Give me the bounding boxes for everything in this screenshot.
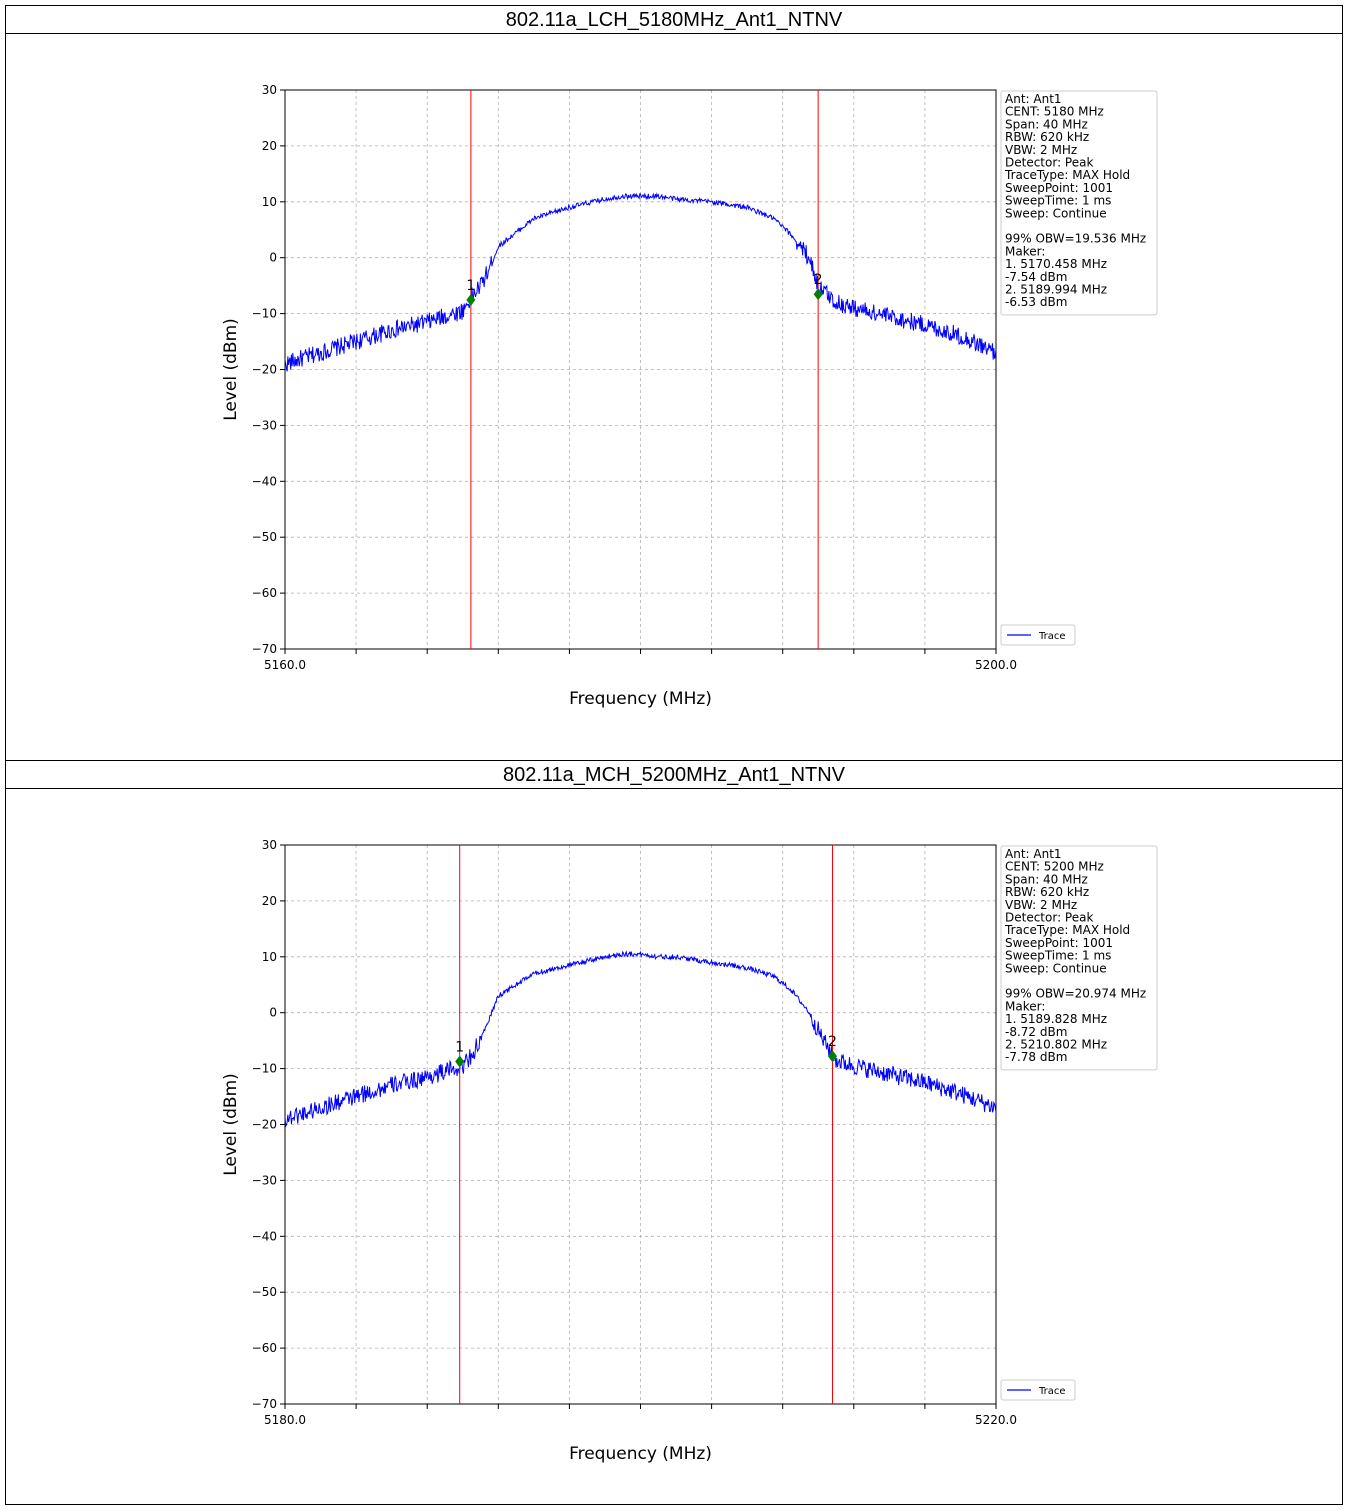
y-tick-label: −40	[252, 1229, 277, 1243]
panel-divider	[6, 760, 1342, 761]
info-line: VBW: 2 MHz	[1005, 143, 1077, 157]
info-line: SweepPoint: 1001	[1005, 936, 1113, 950]
y-tick-label: −60	[252, 586, 277, 600]
trace-line	[284, 192, 997, 372]
info-line: Maker:	[1005, 244, 1045, 258]
trace-line	[284, 950, 997, 1128]
x-tick-label: 5200.0	[975, 658, 1017, 672]
info-line: SweepTime: 1 ms	[1005, 949, 1111, 963]
info-line: 99% OBW=19.536 MHz	[1005, 232, 1146, 246]
grid-lines	[285, 90, 996, 649]
info-line: -7.54 dBm	[1005, 270, 1067, 284]
y-tick-label: −30	[252, 418, 277, 432]
y-tick-label: −70	[252, 1397, 277, 1411]
spectrum-chart-lch: 30 20 10 0 −10 −20 −30 −40 −50 −60 −70 5160.0 5200.0…	[221, 83, 1158, 709]
y-tick-label: 30	[262, 83, 277, 97]
info-line: Sweep: Continue	[1005, 961, 1107, 975]
x-tick-label: 5220.0	[975, 1413, 1017, 1427]
info-line: SweepPoint: 1001	[1005, 181, 1113, 195]
y-tick-label: −60	[252, 1341, 277, 1355]
marker-label: 1	[455, 1039, 464, 1055]
y-tick-label: −20	[252, 1118, 277, 1132]
legend-box	[1000, 624, 1076, 646]
marker-label: 2	[828, 1034, 837, 1050]
grid-lines	[285, 845, 996, 1404]
measurement-info-box	[1000, 90, 1158, 316]
panel-title-mch: 802.11a_MCH_5200MHz_Ant1_NTNV	[6, 761, 1342, 789]
y-tick-label: 10	[262, 950, 277, 964]
info-line: Sweep: Continue	[1005, 206, 1107, 220]
info-line: Detector: Peak	[1005, 911, 1093, 925]
info-line: TraceType: MAX Hold	[1004, 168, 1130, 182]
x-axis-label: Frequency (MHz)	[569, 1444, 712, 1464]
info-line: 1. 5189.828 MHz	[1005, 1012, 1107, 1026]
y-tick-label: −70	[252, 642, 277, 656]
info-line: Maker:	[1005, 999, 1045, 1013]
y-tick-label: −20	[252, 363, 277, 377]
y-tick-label: 0	[269, 1006, 277, 1020]
y-tick-label: 20	[262, 139, 277, 153]
marker-diamond	[466, 293, 476, 306]
info-line: -8.72 dBm	[1005, 1025, 1067, 1039]
y-tick-label: 0	[269, 251, 277, 265]
legend-label: Trace	[1038, 631, 1066, 642]
chart-panel-lch: 30 20 10 0 −10 −20 −30 −40 −50 −60 −70 5160.0 5200.0…	[6, 34, 1342, 760]
info-line: Span: 40 MHz	[1005, 872, 1088, 886]
marker-diamond	[813, 288, 823, 301]
y-tick-label: −40	[252, 474, 277, 488]
info-line: Ant: Ant1	[1005, 92, 1062, 106]
y-tick-label: −10	[252, 307, 277, 321]
y-tick-label: 10	[262, 195, 277, 209]
spectrum-chart-mch: 30 20 10 0 −10 −20 −30 −40 −50 −60 −70 5180.0 5220.0…	[221, 838, 1158, 1464]
info-line: CENT: 5180 MHz	[1005, 105, 1104, 119]
info-line: RBW: 620 kHz	[1005, 130, 1089, 144]
y-tick-label: 20	[262, 894, 277, 908]
marker-diamond	[455, 1055, 465, 1068]
info-line: TraceType: MAX Hold	[1004, 923, 1130, 937]
y-tick-label: −10	[252, 1062, 277, 1076]
y-axis-label: Level (dBm)	[221, 318, 241, 421]
report-frame: 802.11a_LCH_5180MHz_Ant1_NTNV 30 20 10 0 −10…	[5, 5, 1343, 1505]
legend-box	[1000, 1379, 1076, 1401]
panel-title-lch: 802.11a_LCH_5180MHz_Ant1_NTNV	[6, 6, 1342, 34]
info-line: -7.78 dBm	[1005, 1050, 1067, 1064]
marker-label: 2	[814, 272, 823, 288]
y-axis-label: Level (dBm)	[221, 1073, 241, 1176]
info-line: Detector: Peak	[1005, 156, 1093, 170]
chart-panel-mch: 30 20 10 0 −10 −20 −30 −40 −50 −60 −70 5180.0 5220.0…	[6, 789, 1342, 1504]
y-tick-label: −30	[252, 1173, 277, 1187]
info-line: SweepTime: 1 ms	[1005, 194, 1111, 208]
info-line: RBW: 620 kHz	[1005, 885, 1089, 899]
legend-label: Trace	[1038, 1386, 1066, 1397]
info-line: CENT: 5200 MHz	[1005, 860, 1104, 874]
info-line: 2. 5189.994 MHz	[1005, 283, 1107, 297]
info-line: 2. 5210.802 MHz	[1005, 1038, 1107, 1052]
info-line: 1. 5170.458 MHz	[1005, 257, 1107, 271]
x-axis-label: Frequency (MHz)	[569, 689, 712, 709]
measurement-info-box	[1000, 845, 1158, 1071]
x-tick-label: 5180.0	[264, 1413, 306, 1427]
y-tick-label: 30	[262, 838, 277, 852]
marker-diamond	[828, 1050, 838, 1063]
marker-label: 1	[466, 278, 475, 294]
info-line: -6.53 dBm	[1005, 295, 1067, 309]
x-tick-label: 5160.0	[264, 658, 306, 672]
y-tick-label: −50	[252, 530, 277, 544]
info-line: Span: 40 MHz	[1005, 117, 1088, 131]
y-tick-label: −50	[252, 1285, 277, 1299]
info-line: VBW: 2 MHz	[1005, 898, 1077, 912]
info-line: 99% OBW=20.974 MHz	[1005, 987, 1146, 1001]
info-line: Ant: Ant1	[1005, 847, 1062, 861]
